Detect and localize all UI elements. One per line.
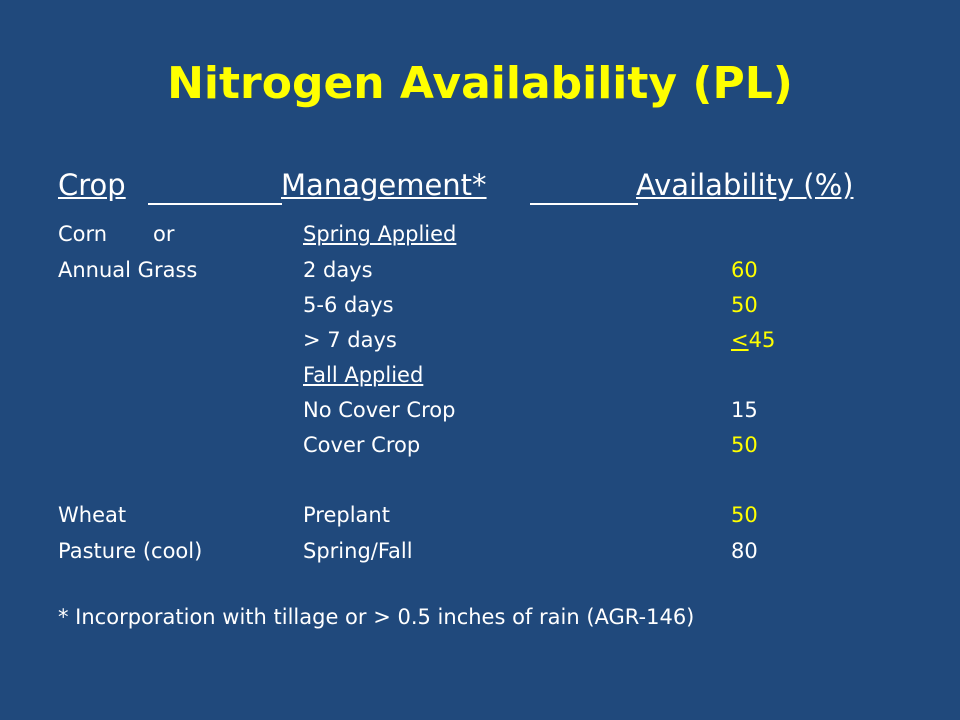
header-underline-gap-2 bbox=[530, 168, 638, 205]
availability-cover-crop: 50 bbox=[731, 433, 758, 457]
management-gt-7-days: > 7 days bbox=[303, 328, 397, 352]
management-2-days: 2 days bbox=[303, 258, 373, 282]
header-availability: Availability (%) bbox=[636, 168, 854, 202]
availability-2-days: 60 bbox=[731, 258, 758, 282]
management-no-cover-crop: No Cover Crop bbox=[303, 398, 456, 422]
availability-spring-fall: 80 bbox=[731, 539, 758, 563]
header-underline-gap-1 bbox=[148, 168, 282, 205]
availability-gt-7-days-value: 45 bbox=[748, 328, 776, 352]
slide-title: Nitrogen Availability (PL) bbox=[167, 58, 793, 109]
management-spring-fall: Spring/Fall bbox=[303, 539, 413, 563]
management-cover-crop: Cover Crop bbox=[303, 433, 421, 457]
management-5-6-days: 5-6 days bbox=[303, 293, 394, 317]
management-spring-applied: Spring Applied bbox=[303, 222, 457, 246]
header-management: Management* bbox=[281, 168, 487, 202]
availability-preplant: 50 bbox=[731, 503, 758, 527]
availability-5-6-days: 50 bbox=[731, 293, 758, 317]
availability-gt-7-days: <45 bbox=[731, 328, 775, 353]
footnote: * Incorporation with tillage or > 0.5 in… bbox=[58, 605, 695, 629]
crop-wheat: Wheat bbox=[58, 503, 127, 527]
crop-corn: Corn bbox=[58, 222, 108, 246]
crop-pasture: Pasture (cool) bbox=[58, 539, 203, 563]
availability-lte-symbol: < bbox=[731, 328, 749, 352]
management-preplant: Preplant bbox=[303, 503, 390, 527]
availability-no-cover-crop: 15 bbox=[731, 398, 758, 422]
header-crop: Crop bbox=[58, 168, 126, 202]
crop-annual-grass: Annual Grass bbox=[58, 258, 198, 282]
crop-or: or bbox=[153, 222, 175, 246]
management-fall-applied: Fall Applied bbox=[303, 363, 424, 387]
